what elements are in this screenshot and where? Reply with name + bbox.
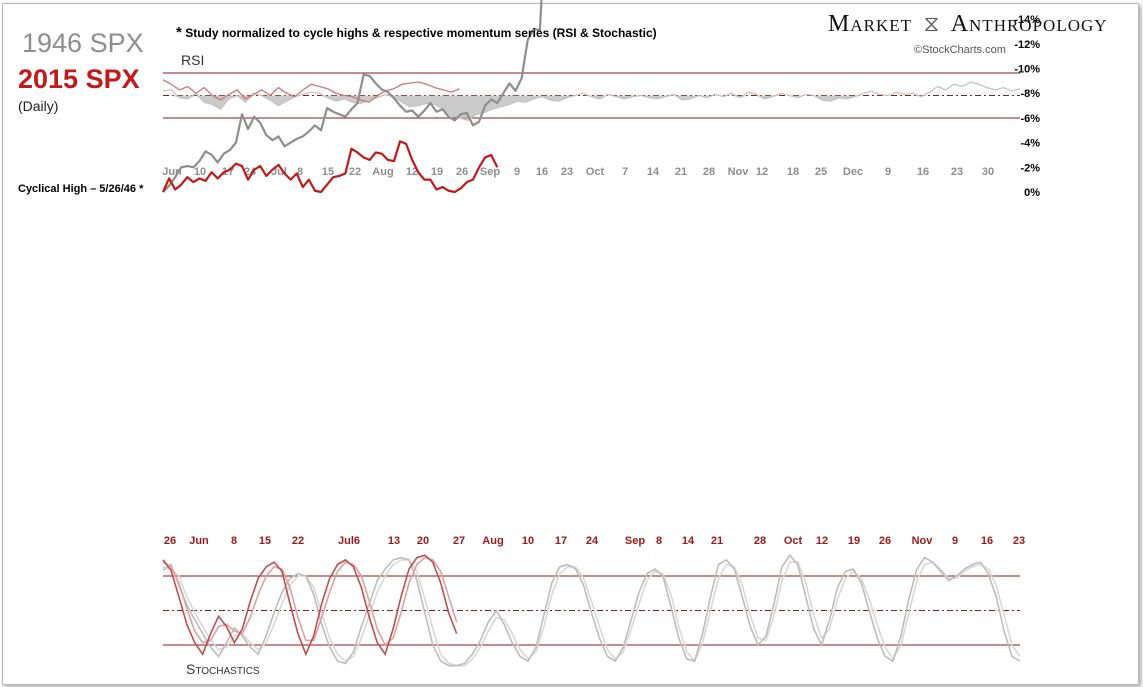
stoch-x-tick-label: Aug: [482, 535, 503, 547]
stoch-x-tick-label: Jun: [189, 535, 209, 547]
stoch-x-tick-label: 13: [388, 535, 400, 547]
legend-2015-spx: 2015 SPX: [18, 64, 140, 94]
rsi-series-2015: [162, 79, 460, 103]
brand-name-left: Market: [828, 11, 913, 37]
copyright-text: ©StockCharts.com: [914, 44, 1006, 56]
rsi-x-tick-label: 14: [647, 166, 660, 178]
stoch-x-tick-label: 19: [848, 535, 860, 547]
rsi-x-tick-label: 25: [815, 166, 827, 178]
stoch-1946-k: [162, 553, 1021, 667]
stoch-x-tick-label: 22: [292, 535, 304, 547]
rsi-x-tick-label: Sep: [480, 166, 500, 178]
price-y-tick-label: -16%: [1014, 0, 1040, 1]
rsi-x-tick-label: Oct: [586, 166, 605, 178]
rsi-x-tick-label: 10: [194, 166, 206, 178]
rsi-x-tick-label: Aug: [372, 166, 393, 178]
stoch-x-tick-label: 24: [586, 535, 599, 547]
stochastics-panel-title: Stochastics: [186, 661, 260, 677]
rsi-x-tick-label: 15: [322, 166, 334, 178]
note-text: Study normalized to cycle highs & respec…: [185, 26, 657, 40]
rsi-x-tick-label: Nov: [728, 166, 750, 178]
price-panel-title: Cyclical High – 5/26/46 *: [18, 183, 144, 195]
rsi-x-tick-label: 16: [536, 166, 548, 178]
stoch-x-tick-label: 28: [754, 535, 766, 547]
stoch-x-tick-label: 14: [682, 535, 695, 547]
rsi-x-tick-label: 18: [787, 166, 799, 178]
stoch-x-tick-label: 23: [1013, 535, 1025, 547]
rsi-x-tick-label: 21: [675, 166, 687, 178]
stoch-x-tick-label: Sep: [625, 535, 645, 547]
study-note: * Study normalized to cycle highs & resp…: [176, 24, 657, 41]
stoch-2015-k: [162, 554, 458, 657]
rsi-x-tick-label: 28: [703, 166, 715, 178]
stoch-x-tick-label: 21: [711, 535, 723, 547]
price-y-tick-label: -2%: [1020, 162, 1040, 174]
stoch-x-tick-label: Oct: [784, 535, 803, 547]
rsi-x-tick-label: 23: [951, 166, 963, 178]
price-y-tick-label: 0%: [1024, 187, 1040, 199]
chart-frame: [2, 3, 1139, 685]
price-y-tick-label: -8%: [1020, 88, 1040, 100]
price-y-tick-label: -14%: [1014, 14, 1040, 26]
rsi-series-1946: [162, 81, 1021, 121]
price-y-tick-label: -10%: [1014, 64, 1040, 76]
rsi-panel-title: RSI: [181, 52, 205, 68]
stoch-x-tick-label: 8: [231, 535, 237, 547]
price-series-1946: [162, 0, 543, 193]
rsi-x-tick-label: 23: [561, 166, 573, 178]
price-y-tick-label: -12%: [1014, 39, 1040, 51]
stoch-x-tick-label: 10: [522, 535, 534, 547]
rsi-x-tick-label: 9: [514, 166, 520, 178]
legend-1946-spx: 1946 SPX: [22, 28, 144, 58]
stoch-x-tick-label: 26: [164, 535, 176, 547]
brand-name-right: Anthropology: [950, 11, 1108, 37]
rsi-x-tick-label: 19: [431, 166, 443, 178]
stoch-x-tick-label: 26: [879, 535, 891, 547]
stoch-x-tick-label: 15: [259, 535, 271, 547]
rsi-x-tick-label: Dec: [843, 166, 863, 178]
stoch-x-tick-label: 8: [656, 535, 662, 547]
rsi-x-tick-label: 16: [917, 166, 929, 178]
price-y-tick-label: -4%: [1020, 138, 1040, 150]
rsi-1946-below-50-fill: [163, 95, 1020, 121]
price-series-2015: [161, 140, 499, 194]
stoch-2015-d: [162, 556, 458, 647]
note-star: *: [176, 24, 182, 41]
stoch-x-tick-label: 16: [981, 535, 993, 547]
rsi-x-tick-label: 7: [622, 166, 628, 178]
dna-helix-icon: ⧖: [923, 11, 941, 36]
rsi-x-tick-label: 9: [885, 166, 891, 178]
rsi-x-tick-label: 8: [297, 166, 303, 178]
stoch-x-tick-label: 17: [555, 535, 567, 547]
legend-daily: (Daily): [18, 98, 59, 114]
rsi-x-tick-label: 12: [756, 166, 768, 178]
stoch-x-tick-label: Nov: [912, 535, 934, 547]
rsi-x-tick-label: 22: [349, 166, 361, 178]
stoch-x-tick-label: 27: [453, 535, 465, 547]
stoch-x-tick-label: Jul6: [338, 535, 360, 547]
brand-logo: Market ⧖ Anthropology: [828, 11, 1108, 38]
stoch-x-tick-label: 9: [952, 535, 958, 547]
stoch-x-tick-label: 12: [816, 535, 828, 547]
price-y-tick-label: -6%: [1020, 113, 1040, 125]
stoch-x-tick-label: 20: [417, 535, 429, 547]
rsi-x-tick-label: 30: [982, 166, 994, 178]
rsi-x-tick-label: 12: [406, 166, 418, 178]
rsi-x-tick-label: 26: [456, 166, 468, 178]
